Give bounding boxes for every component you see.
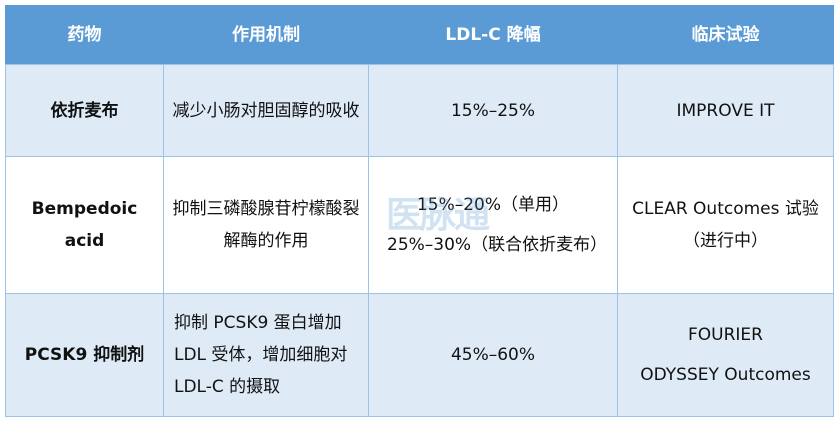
trials-cell: FOURIER ODYSSEY Outcomes — [617, 293, 834, 417]
trial-name: ODYSSEY Outcomes — [640, 365, 811, 385]
mechanism-cell: 减少小肠对胆固醇的吸收 — [163, 64, 369, 157]
mechanism-cell: 抑制三磷酸腺苷柠檬酸裂解酶的作用 — [163, 156, 369, 294]
header-trials: 临床试验 — [617, 5, 834, 65]
ldl-cell: 15%–20%（单用） 25%–30%（联合依折麦布） — [368, 156, 618, 294]
table-row: PCSK9 抑制剂 抑制 PCSK9 蛋白增加 LDL 受体，增加细胞对 LDL… — [5, 293, 834, 417]
header-ldl: LDL-C 降幅 — [368, 5, 618, 65]
drug-cell: Bempedoic acid — [5, 156, 164, 294]
trial-name: FOURIER — [688, 325, 763, 345]
header-drug: 药物 — [5, 5, 164, 65]
trials-cell: CLEAR Outcomes 试验（进行中） — [617, 156, 834, 294]
ldl-cell: 15%–25% — [368, 64, 618, 157]
header-mechanism: 作用机制 — [163, 5, 369, 65]
ldl-value: 15%–20%（单用） — [416, 195, 570, 215]
drug-cell: PCSK9 抑制剂 — [5, 293, 164, 417]
ldl-cell: 45%–60% — [368, 293, 618, 417]
table-row: 依折麦布 减少小肠对胆固醇的吸收 15%–25% IMPROVE IT — [5, 64, 834, 157]
header-row: 药物 作用机制 LDL-C 降幅 临床试验 — [5, 5, 834, 65]
trials-cell: IMPROVE IT — [617, 64, 834, 157]
mechanism-cell: 抑制 PCSK9 蛋白增加 LDL 受体，增加细胞对 LDL-C 的摄取 — [163, 293, 369, 417]
table-row: Bempedoic acid 抑制三磷酸腺苷柠檬酸裂解酶的作用 15%–20%（… — [5, 156, 834, 294]
ldl-value: 25%–30%（联合依折麦布） — [387, 235, 608, 255]
drug-cell: 依折麦布 — [5, 64, 164, 157]
drug-comparison-table: 药物 作用机制 LDL-C 降幅 临床试验 依折麦布 减少小肠对胆固醇的吸收 1… — [5, 5, 834, 417]
